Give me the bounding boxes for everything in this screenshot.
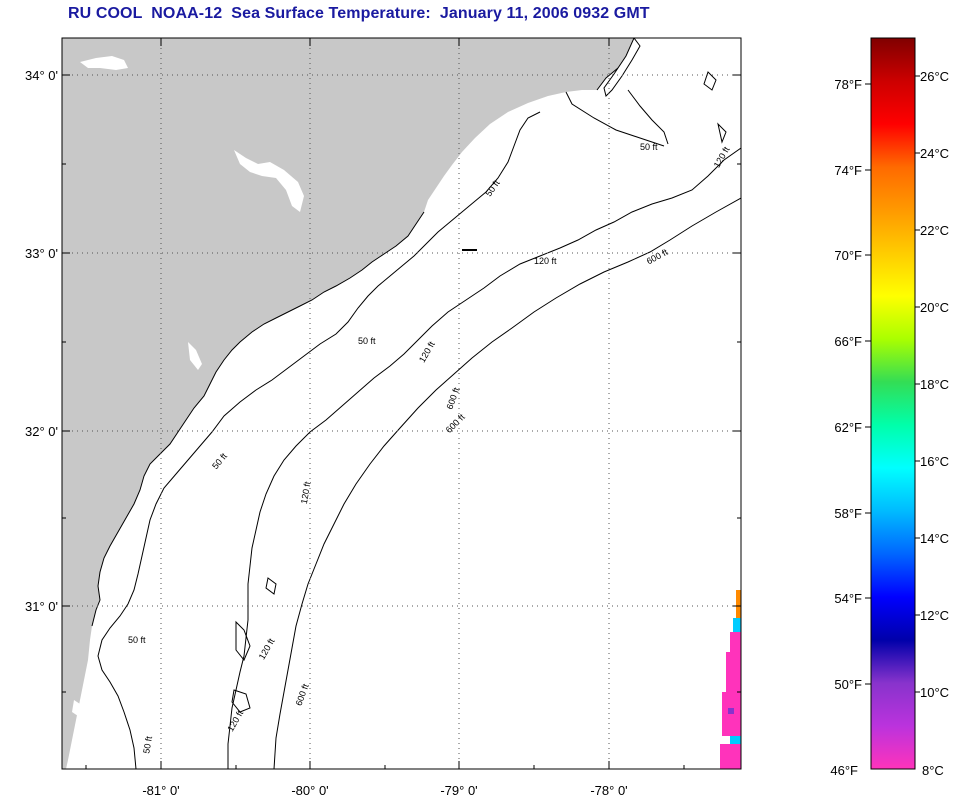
fahrenheit-label: 50°F [834,677,862,692]
inland-lake [234,150,304,212]
fahrenheit-label: 74°F [834,163,862,178]
sound-contour [627,89,669,145]
contour-600ft [273,197,741,769]
fahrenheit-label: 78°F [834,77,862,92]
lat-label: 34° 0' [25,68,58,83]
latitude-labels: 34° 0' 33° 0' 32° 0' 31° 0' [25,68,58,614]
graticule [62,38,741,769]
contour-label: 120 ft [299,480,313,504]
lat-label: 32° 0' [25,424,58,439]
inland-lake [80,56,128,70]
colorbar-celsius-ticks [915,75,920,693]
fahrenheit-label: 62°F [834,420,862,435]
fahrenheit-label: 58°F [834,506,862,521]
lon-label: -79° 0' [440,783,477,798]
colorbar-celsius-labels: 26°C 24°C 22°C 20°C 18°C 16°C 14°C 12°C … [920,69,949,778]
colorbar: 78°F 74°F 70°F 66°F 62°F 58°F 54°F 50°F … [830,37,949,778]
land-mass [62,38,634,769]
inland-lake [72,700,80,716]
celsius-label: 8°C [922,763,944,778]
lon-label: -81° 0' [142,783,179,798]
contour-50ft [97,91,665,769]
fahrenheit-label: 54°F [834,591,862,606]
contour-blob [231,71,727,713]
celsius-label: 24°C [920,146,949,161]
sst-data-patch [720,590,741,769]
celsius-label: 22°C [920,223,949,238]
contour-label: 50 ft [358,336,376,346]
fahrenheit-label: 66°F [834,334,862,349]
longitude-labels: -81° 0' -80° 0' -79° 0' -78° 0' [142,783,627,798]
celsius-label: 12°C [920,608,949,623]
celsius-label: 26°C [920,69,949,84]
celsius-label: 16°C [920,454,949,469]
inland-lake [188,342,202,370]
fahrenheit-label: 46°F [830,763,858,778]
celsius-label: 18°C [920,377,949,392]
map-title: RU COOL NOAA-12 Sea Surface Temperature:… [68,5,650,22]
contour-label: 120 ft [534,256,557,266]
celsius-label: 20°C [920,300,949,315]
lon-label: -80° 0' [291,783,328,798]
celsius-label: 14°C [920,531,949,546]
colorbar-fahrenheit-labels: 78°F 74°F 70°F 66°F 62°F 58°F 54°F 50°F … [830,77,862,778]
colorbar-fahrenheit-ticks [865,83,871,685]
celsius-label: 10°C [920,685,949,700]
contour-120ft [227,147,741,769]
lon-label: -78° 0' [590,783,627,798]
map-frame [61,37,742,770]
fahrenheit-label: 70°F [834,248,862,263]
colorbar-bar [870,37,916,770]
axis-ticks [62,38,741,769]
contour-label: 50 ft [141,735,154,754]
contour-label: 50 ft [640,142,658,152]
lat-label: 31° 0' [25,599,58,614]
contour-label: 50 ft [128,635,146,645]
map-area[interactable]: 50 ft 120 ft 600 ft 50 ft 120 ft 600 ft … [61,37,742,770]
lat-label: 33° 0' [25,246,58,261]
